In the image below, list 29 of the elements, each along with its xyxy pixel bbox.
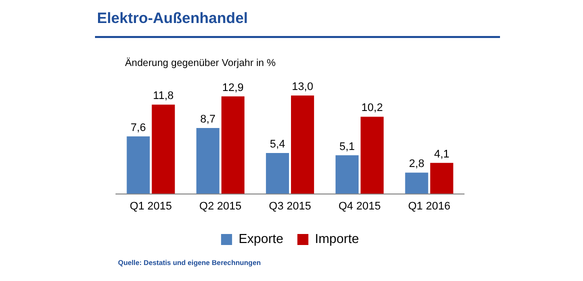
bar (126, 136, 150, 194)
bar (266, 152, 289, 194)
data-label: 5,1 (339, 140, 355, 153)
bar (221, 96, 244, 194)
x-tick-label: Q1 2015 (130, 200, 172, 212)
data-label: 5,4 (270, 138, 286, 151)
bar (430, 162, 454, 194)
data-label: 4,1 (434, 148, 450, 160)
x-tick-label: Q4 2015 (338, 200, 381, 212)
bar (360, 116, 384, 194)
x-tick-label: Q3 2015 (268, 200, 312, 212)
legend-label: Exporte (238, 231, 284, 246)
chart-title: Elektro-Außenhandel (97, 10, 248, 27)
bar (336, 155, 359, 194)
data-label: 2,8 (409, 158, 424, 170)
data-label: 8,7 (200, 114, 216, 126)
data-label: 13,0 (292, 81, 314, 94)
data-label: 11,8 (153, 90, 174, 102)
data-label: 10,2 (361, 102, 383, 114)
x-tick-label: Q2 2015 (199, 200, 242, 212)
bar (196, 128, 220, 194)
legend-label: Importe (314, 231, 359, 246)
bar (405, 172, 428, 194)
chart-subtitle: Änderung gegenüber Vorjahr in % (125, 58, 276, 69)
bar (152, 104, 175, 194)
data-label: 12,9 (222, 82, 244, 94)
bar (291, 96, 314, 194)
x-tick-label: Q1 2016 (408, 200, 450, 212)
data-label: 7,6 (130, 122, 146, 134)
